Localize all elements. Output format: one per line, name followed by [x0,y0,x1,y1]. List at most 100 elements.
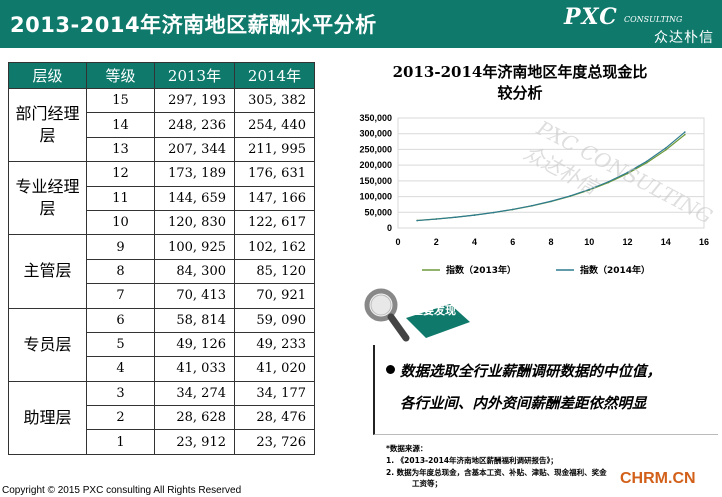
x-tick-label: 2 [434,237,439,247]
grade-cell: 12 [86,161,155,187]
value-2014: 211, 995 [234,136,315,163]
table-row: 11 144, 659 147, 166 [9,185,315,211]
y-tick-label: 0 [387,223,392,233]
findings-box [373,345,718,435]
value-2014: 85, 120 [234,258,315,285]
table-row: 14 248, 236 254, 440 [9,112,315,138]
level-cell: 助理层 [8,380,87,455]
key-finding-label: 主要发现 [412,304,456,317]
level-cell: 专员层 [8,307,87,382]
x-tick-label: 12 [622,237,632,247]
x-tick-label: 8 [548,237,553,247]
table-row: 部门经理层 15 297, 193 305, 382 [8,87,315,163]
level-cell: 部门经理层 [8,87,87,163]
value-2013: 34, 274 [154,380,235,407]
x-tick-label: 16 [699,237,709,247]
data-point [454,216,457,219]
data-point [416,219,418,222]
data-point [645,160,648,163]
value-2014: 59, 090 [234,307,315,333]
grade-cell: 3 [86,380,155,407]
salary-table: 层级 等级 2013年 2014年 部门经理层 15 297, 193 305,… [8,62,315,455]
table-row: 主管层 9 100, 925 102, 162 [8,234,315,309]
x-tick-label: 0 [395,237,400,247]
company-logo: PXC CONSULTING 众达朴信 [564,4,714,46]
finding-text-line-2: 各行业间、内外资间薪酬差距依然明显 [400,395,647,412]
chart-series [416,131,686,222]
data-point [664,149,667,151]
grade-cell: 9 [86,234,155,260]
value-2014: 122, 617 [234,209,315,236]
value-2014: 23, 726 [234,429,315,455]
grade-cell: 8 [86,258,155,285]
logo-sub-text: CONSULTING [624,15,683,24]
data-point [473,214,476,216]
data-point [550,200,552,203]
value-2013: 70, 413 [154,283,235,309]
data-point [626,171,629,174]
value-2013: 297, 193 [154,87,235,114]
source-title: *数据来源： [386,444,428,453]
value-2014: 34, 177 [234,380,315,407]
data-point [684,131,686,133]
grade-cell: 10 [86,209,155,236]
x-tick-label: 4 [472,237,477,247]
value-2014: 41, 020 [234,356,315,382]
legend-label: 指数（2013年） [446,264,516,276]
value-2014: 49, 233 [234,331,315,358]
header-2014: 2014年 [234,62,315,89]
grade-cell: 4 [86,356,155,382]
table-row: 4 41, 033 41, 020 [9,356,315,382]
magnifier-icon [364,288,410,342]
value-2013: 173, 189 [154,161,235,187]
y-tick-label: 200,000 [359,160,392,170]
copyright-text: Copyright © 2015 PXC consulting All Righ… [2,485,242,496]
table-row: 5 49, 126 49, 233 [9,331,315,358]
value-2014: 176, 631 [234,161,315,187]
table-row: 8 84, 300 85, 120 [9,258,315,285]
y-tick-label: 300,000 [359,129,392,139]
data-point [588,188,591,191]
site-watermark: CHRM.CN [620,470,696,487]
value-2013: 84, 300 [154,258,235,285]
grade-cell: 2 [86,405,155,431]
data-point [569,195,571,197]
source-item-2-continued: 工资等； [412,479,442,488]
value-2013: 41, 033 [154,356,235,382]
source-item-1: 1. 《2013-2014年济南地区薪酬福利调研报告》； [386,456,558,465]
y-tick-label: 100,000 [359,192,392,202]
table-row: 2 28, 628 28, 476 [9,405,315,431]
legend-label: 指数（2014年） [580,264,650,276]
x-tick-label: 10 [584,237,594,247]
chart-title-line-1: 2013-2014年济南地区年度总现金比 [392,63,648,81]
value-2014: 147, 166 [234,185,315,211]
table-row: 10 120, 830 122, 617 [9,209,315,236]
bullet-icon [386,365,395,374]
chart-legend: 指数（2013年） 指数（2014年） [422,264,650,276]
y-tick-label: 50,000 [364,207,392,217]
cash-comparison-chart: 0 50,000 100,000 150,000 200,000 250,000 300,0… [359,113,709,276]
data-point [664,147,667,149]
value-2014: 305, 382 [234,87,315,114]
header-grade: 等级 [86,62,155,89]
page-title: 2013-2014年济南地区薪酬水平分析 [10,13,377,37]
value-2013: 49, 126 [154,331,235,358]
table-row: 专员层 6 58, 814 59, 090 [8,307,315,382]
plot-area [397,117,705,229]
table-row: 1 23, 912 23, 726 [9,429,315,455]
data-point [607,180,610,183]
table-row: 专业经理层 12 173, 189 176, 631 [8,161,315,236]
value-2013: 120, 830 [154,209,235,236]
value-2013: 23, 912 [154,429,235,455]
table-row: 13 207, 344 211, 995 [9,136,315,163]
chart-axes: 0 50,000 100,000 150,000 200,000 250,000 300,0… [359,113,709,247]
grade-cell: 14 [86,112,155,138]
grade-cell: 13 [86,136,155,163]
value-2013: 248, 236 [154,112,235,138]
value-2013: 28, 628 [154,405,235,431]
data-point [511,208,514,211]
value-2014: 102, 162 [234,234,315,260]
logo-main-text: PXC [564,4,618,30]
level-cell: 主管层 [8,234,87,309]
value-2013: 58, 814 [154,307,235,333]
